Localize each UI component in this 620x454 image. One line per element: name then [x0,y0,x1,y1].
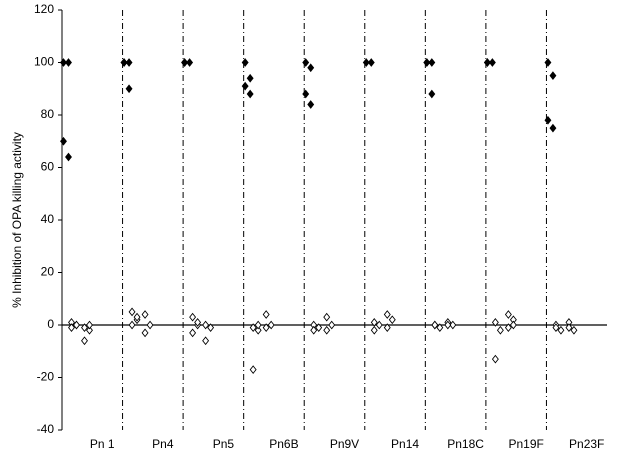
point [141,328,149,338]
y-tick-label: 100 [34,55,54,69]
point [133,312,141,322]
x-tick-label: Pn4 [152,437,174,451]
point [194,318,202,327]
point [491,354,499,364]
point [262,323,270,332]
y-axis-label: % Inhibition of OPA killing activity [10,132,24,308]
point [241,58,249,67]
point [491,318,499,327]
point [549,71,557,80]
point [383,310,391,319]
point [202,336,210,346]
point [141,310,149,319]
point [544,58,552,67]
y-tick-label: 0 [47,317,54,331]
point [125,58,133,67]
point [509,320,517,330]
point [310,325,318,335]
point [125,84,133,94]
point [60,58,67,67]
point [65,152,72,162]
point [202,320,210,330]
point [496,325,504,335]
point [383,323,391,332]
point [128,307,136,317]
point [431,320,439,330]
point [207,323,215,332]
point [254,320,262,330]
point [307,100,315,109]
point [249,323,257,332]
x-tick-label: Pn14 [391,437,419,451]
point [241,81,249,91]
point [307,63,315,73]
point [146,320,154,330]
point [362,58,370,67]
point [570,325,578,335]
x-tick-label: Pn6B [269,437,298,451]
point [249,365,257,374]
point [552,323,560,332]
point [189,328,197,338]
point [302,58,310,67]
point [428,58,436,67]
point [186,58,194,67]
x-tick-label: Pn23F [569,437,604,451]
point [120,58,128,67]
y-tick-label: 120 [34,2,54,16]
point [388,315,396,325]
y-tick-label: -20 [37,370,55,384]
point [565,323,573,332]
point [544,115,552,125]
point [549,123,557,133]
point [370,325,378,335]
y-tick-label: 40 [41,212,55,226]
point [367,58,375,67]
point [483,58,491,67]
point [315,323,323,332]
x-tick-label: Pn19F [508,437,543,451]
point [81,323,88,332]
x-tick-label: Pn18C [447,437,484,451]
point [246,73,254,83]
x-tick-label: Pn 1 [90,437,115,451]
point [444,320,452,330]
point [86,320,93,330]
point [73,320,80,330]
point [504,310,512,319]
point [504,323,512,332]
x-tick-label: Pn5 [213,437,235,451]
point [428,89,436,99]
point [436,323,444,332]
point [60,136,67,146]
point [86,325,93,335]
point [323,325,331,335]
point [323,312,331,322]
point [68,323,75,332]
point [423,58,431,67]
y-tick-label: 60 [41,160,55,174]
y-tick-label: 80 [41,107,55,121]
point [189,312,197,322]
point [128,320,136,330]
point [246,89,254,99]
y-tick-label: -40 [37,422,55,436]
y-tick-label: 20 [41,265,55,279]
point [449,320,457,330]
point [254,325,262,335]
point [267,320,275,330]
point [262,310,270,319]
point [328,320,336,330]
x-tick-label: Pn9V [330,437,359,451]
point [488,58,496,67]
point [557,325,565,335]
point [65,58,72,67]
point [81,336,88,346]
point [181,58,189,67]
point [302,89,310,99]
point [375,320,383,330]
